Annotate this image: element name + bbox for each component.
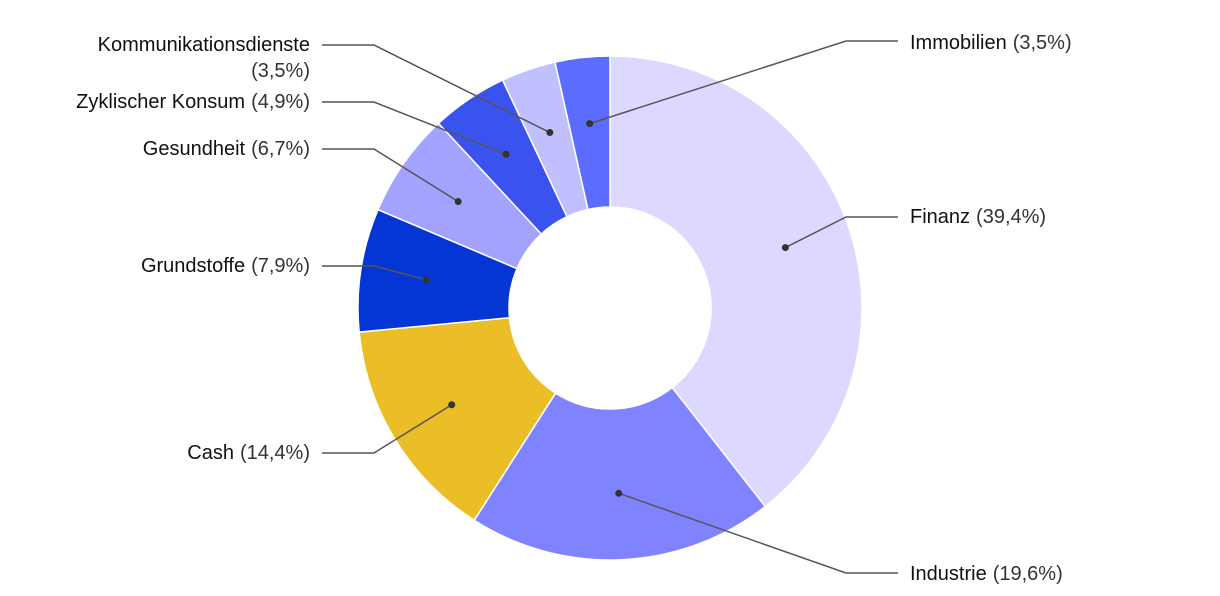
leader-line-kommunikationsdienste — [322, 44, 551, 134]
leader-line-zyklischer-konsum — [322, 101, 507, 156]
slice-finanz — [609, 55, 863, 508]
leader-dot-grundstoffe — [423, 276, 431, 284]
leader-lines-group — [322, 40, 898, 574]
leader-dot-gesundheit — [454, 197, 462, 205]
value-kommunikationsdienste: (3,5%) — [251, 60, 310, 82]
label-gesundheit: Gesundheit (6,7%) — [143, 138, 310, 160]
label-industrie: Industrie (19,6%) — [910, 563, 1063, 585]
labels-group: Finanz (39,4%) Industrie (19,6%) Cash (14,4… — [76, 32, 1071, 585]
leader-dot-immobilien — [586, 120, 594, 128]
leader-line-immobilien — [589, 40, 898, 125]
leader-dot-finanz — [781, 244, 789, 252]
label-immobilien: Immobilien (3,5%) — [910, 32, 1072, 54]
label-kommunikationsdienste: Kommunikationsdienste — [98, 34, 310, 56]
leader-line-cash — [322, 404, 453, 454]
leader-dot-cash — [448, 401, 456, 409]
leader-dot-industrie — [615, 489, 623, 497]
slices-group — [357, 55, 863, 561]
leader-dot-zyklischer-konsum — [502, 150, 510, 158]
leader-dot-kommunikationsdienste — [546, 129, 554, 137]
label-cash: Cash (14,4%) — [187, 442, 310, 464]
label-grundstoffe: Grundstoffe (7,9%) — [141, 255, 310, 277]
donut-hole — [509, 207, 711, 409]
leader-line-grundstoffe — [322, 265, 427, 281]
leader-line-gesundheit — [322, 148, 459, 203]
leader-line-industrie — [618, 492, 898, 574]
label-finanz: Finanz (39,4%) — [910, 206, 1046, 228]
label-zyklischer-konsum: Zyklischer Konsum (4,9%) — [76, 91, 310, 113]
leader-line-finanz — [785, 216, 898, 249]
